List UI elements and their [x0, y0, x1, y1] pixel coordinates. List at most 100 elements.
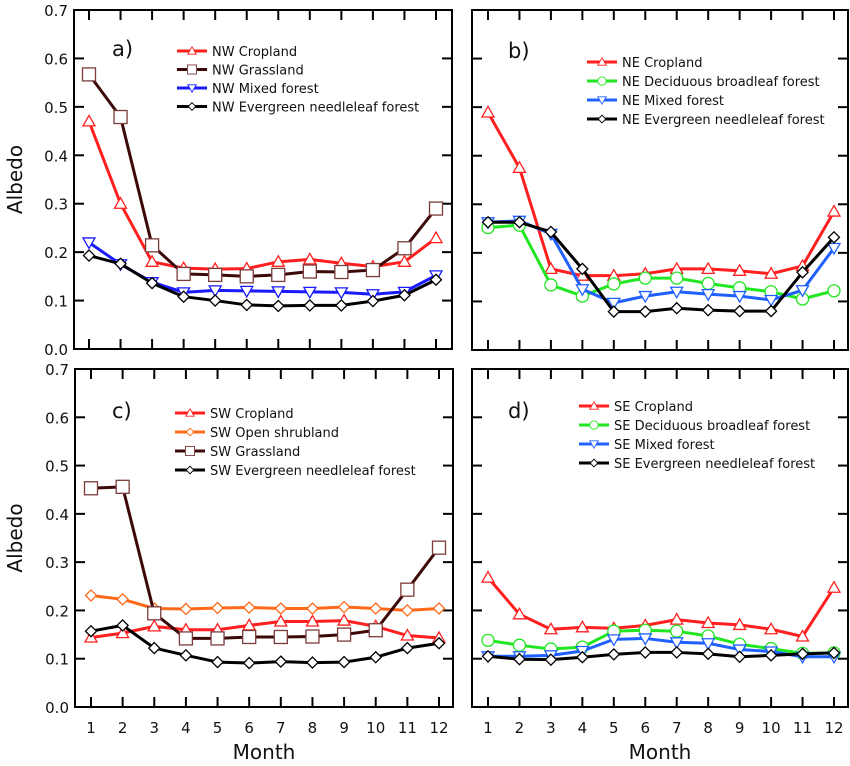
y-axis-title: Albedo [3, 145, 27, 214]
diamond-marker [116, 618, 130, 632]
square-marker [147, 606, 162, 621]
diamond-marker [513, 652, 526, 666]
circle-marker [670, 624, 684, 638]
y-tick-label: 0.0 [44, 341, 68, 359]
circle-marker [670, 271, 684, 285]
diamond-marker [274, 602, 288, 615]
y-tick-label: 0.3 [44, 196, 68, 214]
triangle-up-marker [400, 628, 415, 641]
triangle-up-marker [305, 614, 320, 627]
x-tick-label: 3 [149, 719, 159, 737]
diamond-marker [827, 230, 841, 244]
triangle-up-marker [480, 105, 496, 118]
legend-label: SW Open shrubland [210, 426, 339, 441]
triangle-up-marker [763, 621, 779, 635]
panel-label: d) [508, 399, 530, 423]
legend-entry: NW Mixed forest [177, 82, 319, 97]
series-sw-evergreen-needleleaf-forest [84, 618, 446, 670]
diamond-marker [575, 650, 589, 664]
diamond-marker [82, 249, 96, 262]
diamond-marker [638, 646, 652, 659]
legend-entry: NE Cropland [587, 56, 702, 71]
diamond-marker [400, 604, 414, 617]
diamond-marker [116, 592, 130, 606]
diamond-marker [670, 646, 684, 659]
legend-label: NE Cropland [622, 56, 702, 71]
triangle-down-marker [669, 637, 684, 650]
diamond-marker [670, 301, 684, 315]
legend-entry: NW Evergreen needleleaf forest [177, 101, 419, 116]
square-marker [271, 267, 286, 283]
diamond-marker [242, 601, 256, 614]
square-marker [397, 241, 412, 256]
diamond-marker [179, 602, 193, 616]
triangle-up-marker [826, 204, 842, 217]
triangle-up-marker [187, 45, 197, 55]
x-tick-label: 10 [762, 719, 781, 737]
series-line [88, 241, 437, 296]
panel-label: a) [112, 37, 133, 61]
diamond-marker [597, 114, 607, 124]
series-sw-grassland [83, 479, 447, 646]
triangle-up-marker [185, 407, 195, 417]
triangle-down-marker [638, 290, 653, 304]
legend-label: NE Deciduous broadleaf forest [622, 75, 820, 90]
y-tick-label: 0.1 [44, 293, 68, 311]
x-tick-label: 7 [276, 719, 286, 737]
triangle-down-marker [606, 297, 621, 311]
diamond-marker [369, 602, 383, 615]
square-marker [400, 582, 415, 597]
legend-label: NW Cropland [212, 45, 297, 60]
plot-frame [74, 368, 454, 708]
triangle-up-marker [732, 263, 747, 276]
diamond-marker [589, 458, 599, 468]
diamond-marker [84, 589, 98, 602]
x-tick-label: 11 [398, 719, 417, 737]
y-axis-title: Albedo [3, 503, 27, 572]
x-tick-label: 11 [793, 719, 812, 737]
diamond-marker [242, 656, 256, 670]
triangle-down-marker [732, 644, 747, 657]
triangle-up-marker [543, 261, 559, 275]
x-tick-label: 8 [703, 719, 713, 737]
legend-entry: NW Cropland [177, 45, 297, 60]
y-tick-label: 0.2 [45, 602, 69, 620]
legend-entry: SW Open shrubland [175, 426, 339, 441]
diamond-marker [303, 298, 317, 312]
legend-label: NW Mixed forest [212, 82, 319, 97]
diamond-marker [84, 624, 98, 638]
diamond-marker [306, 602, 319, 615]
triangle-down-marker [597, 96, 607, 106]
diamond-marker [544, 225, 558, 239]
series-line [486, 576, 836, 639]
square-marker [178, 631, 194, 646]
diamond-marker [796, 647, 809, 661]
circle-marker [607, 277, 621, 291]
y-tick-label: 0.5 [45, 458, 69, 476]
triangle-up-marker [428, 230, 444, 244]
y-tick-label: 0.5 [44, 99, 68, 117]
triangle-up-marker [147, 619, 162, 632]
diamond-marker [701, 647, 715, 661]
y-tick-label: 0.3 [45, 554, 69, 572]
diamond-marker [481, 649, 495, 663]
triangle-up-marker [81, 114, 97, 127]
diamond-marker [544, 653, 558, 667]
circle-marker [481, 633, 495, 648]
series-nw-cropland [81, 114, 444, 275]
diamond-marker [185, 427, 195, 437]
square-marker [115, 479, 130, 494]
diamond-marker [432, 636, 446, 650]
legend-entry: SW Cropland [175, 407, 294, 422]
legend-entry: SE Deciduous broadleaf forest [579, 419, 810, 434]
square-marker [176, 266, 191, 282]
diamond-marker [429, 273, 443, 287]
triangle-up-marker [115, 625, 130, 639]
series-nw-grassland [81, 67, 444, 284]
triangle-up-marker [273, 614, 288, 627]
x-tick-label: 5 [609, 719, 619, 737]
diamond-marker [481, 215, 495, 229]
triangle-down-marker [575, 284, 590, 297]
plot-frame [471, 9, 849, 351]
diamond-marker [432, 602, 446, 615]
